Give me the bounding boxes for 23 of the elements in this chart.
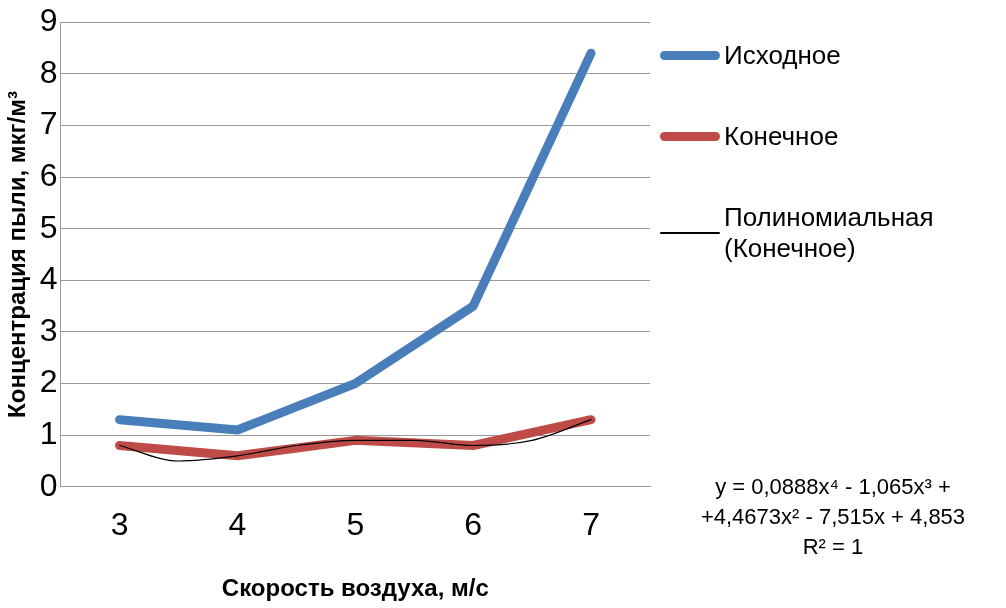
x-axis-title: Скорость воздуха, м/с: [221, 574, 489, 602]
legend-label: Конечное: [724, 121, 839, 152]
text: y = 0,0888x⁴ - 1,065x³ +: [714, 473, 952, 501]
y-axis-title: Концентрация пыли, мкг/м³: [3, 91, 31, 418]
legend-label: Полиномиальная (Конечное): [724, 202, 935, 264]
y-tick-label: 1: [39, 415, 58, 452]
y-tick-label: 0: [39, 466, 58, 503]
y-tick-label: 7: [39, 105, 58, 142]
y-tick-label: 2: [39, 363, 58, 400]
y-tick-label: 5: [39, 208, 58, 245]
x-tick-label: 4: [228, 505, 247, 542]
y-tick-label: 3: [39, 311, 58, 348]
text: R² = 1: [801, 533, 865, 561]
x-tick-label: 3: [110, 505, 129, 542]
x-tick-label: 5: [346, 505, 365, 542]
x-tick-label: 6: [464, 505, 483, 542]
y-tick-label: 4: [39, 260, 58, 297]
text: +4,4673x² - 7,515x + 4,853: [699, 503, 967, 531]
y-tick-label: 9: [39, 2, 58, 39]
y-tick-label: 6: [39, 156, 58, 193]
y-tick-label: 8: [39, 53, 58, 90]
x-tick-label: 7: [582, 505, 600, 542]
legend-label: Исходное: [724, 40, 841, 71]
